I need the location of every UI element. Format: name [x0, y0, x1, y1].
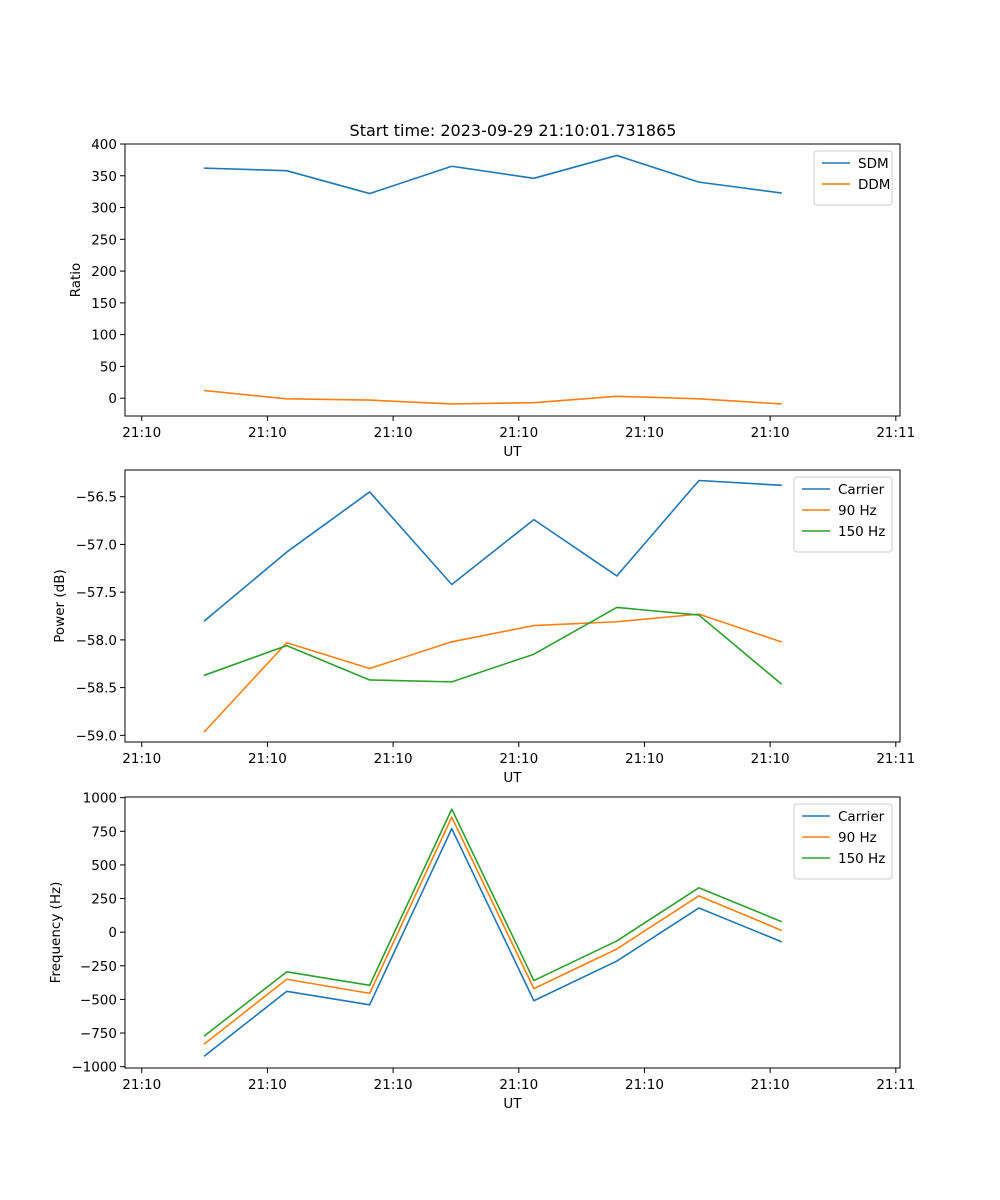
y-tick-label: 0 [108, 391, 117, 407]
x-tick-label: 21:10 [625, 1077, 664, 1093]
legend: Carrier 90 Hz 150 Hz [793, 803, 893, 880]
y-tick-label: 100 [91, 328, 117, 344]
y-tick-label: 250 [91, 232, 117, 248]
legend-entry-label: DDM [858, 177, 890, 193]
y-tick-label: 750 [91, 824, 117, 840]
x-tick-label: 21:10 [248, 425, 287, 441]
x-tick-label: 21:10 [625, 425, 664, 441]
y-tick-label: −750 [80, 1026, 117, 1042]
y-tick-label: −59.0 [76, 728, 117, 744]
series-line-carrier [203, 479, 782, 622]
legend-entry-label: Carrier [838, 809, 885, 825]
y-tick-label: 200 [91, 264, 117, 280]
y-axis-label: Ratio [68, 263, 84, 298]
y-tick-label: −57.5 [76, 585, 117, 601]
legend: SDM DDM [813, 150, 893, 206]
x-tick-label: 21:10 [499, 1077, 538, 1093]
y-tick-label: −58.0 [76, 633, 117, 649]
x-tick-label: 21:10 [122, 1077, 161, 1093]
subplot-ratio: 0 50 100 150 200 250 300 350 400 21:10 21:10 21:10 2… [68, 137, 915, 460]
y-tick-label: 1000 [83, 791, 117, 807]
legend-frame [813, 150, 893, 206]
subplot-frequency: −1000 −750 −500 −250 0 250 500 750 1000 21:10 21:1… [48, 791, 915, 1112]
series-line-ddm [203, 389, 782, 405]
y-tick-label: 500 [91, 858, 117, 874]
x-tick-label: 21:10 [499, 425, 538, 441]
x-tick-label: 21:10 [499, 751, 538, 767]
x-tick-label: 21:10 [248, 1077, 287, 1093]
y-tick-label: −57.0 [76, 537, 117, 553]
axes-frame [124, 143, 901, 417]
y-tick-label: 250 [91, 892, 117, 908]
x-tick-label: 21:10 [248, 751, 287, 767]
y-tick-label: −250 [80, 959, 117, 975]
legend-entry-label: 90 Hz [838, 830, 877, 846]
x-tick-label: 21:11 [876, 425, 915, 441]
legend-entry-label: 90 Hz [838, 503, 877, 519]
legend-entry-label: 150 Hz [838, 524, 885, 540]
y-tick-label: 150 [91, 296, 117, 312]
x-tick-label: 21:11 [876, 751, 915, 767]
legend-frame [793, 476, 893, 553]
series-line-150-hz [203, 606, 783, 685]
axes-frame [124, 469, 901, 743]
legend-entry-label: SDM [858, 156, 889, 172]
series-line-carrier [203, 827, 783, 1058]
x-tick-label: 21:10 [625, 751, 664, 767]
x-tick-label: 21:10 [374, 1077, 413, 1093]
y-tick-label: 300 [91, 201, 117, 217]
series-line-sdm [203, 154, 782, 195]
x-tick-label: 21:10 [122, 425, 161, 441]
x-tick-label: 21:10 [751, 1077, 790, 1093]
series-line-150-hz [203, 808, 783, 1037]
y-tick-label: 400 [91, 137, 117, 153]
x-axis-label: UT [503, 1096, 522, 1112]
legend-entry-label: 150 Hz [838, 851, 885, 867]
x-tick-label: 21:10 [122, 751, 161, 767]
y-tick-label: −58.5 [76, 681, 117, 697]
y-tick-label: −56.5 [76, 490, 117, 506]
y-axis-label: Power (dB) [52, 569, 68, 642]
x-tick-label: 21:10 [374, 425, 413, 441]
x-tick-label: 21:10 [751, 751, 790, 767]
y-tick-label: 350 [91, 169, 117, 185]
y-tick-label: 0 [108, 925, 117, 941]
legend: Carrier 90 Hz 150 Hz [793, 476, 893, 553]
figure-title: Start time: 2023-09-29 21:10:01.731865 [350, 121, 677, 140]
y-tick-label: 50 [100, 359, 117, 375]
y-tick-label: −500 [80, 992, 117, 1008]
series-line-90-hz [203, 816, 783, 1045]
y-axis-label: Frequency (Hz) [48, 882, 64, 984]
x-tick-label: 21:10 [751, 425, 790, 441]
x-axis-label: UT [503, 444, 522, 460]
subplot-power: −59.0 −58.5 −58.0 −57.5 −57.0 −56.5 21:10 21:10… [52, 469, 915, 786]
series-line-90-hz [203, 613, 783, 733]
x-tick-label: 21:11 [876, 1077, 915, 1093]
x-tick-label: 21:10 [374, 751, 413, 767]
x-axis-label: UT [503, 770, 522, 786]
y-tick-label: −1000 [71, 1060, 117, 1076]
legend-entry-label: Carrier [838, 482, 885, 498]
legend-frame [793, 803, 893, 880]
